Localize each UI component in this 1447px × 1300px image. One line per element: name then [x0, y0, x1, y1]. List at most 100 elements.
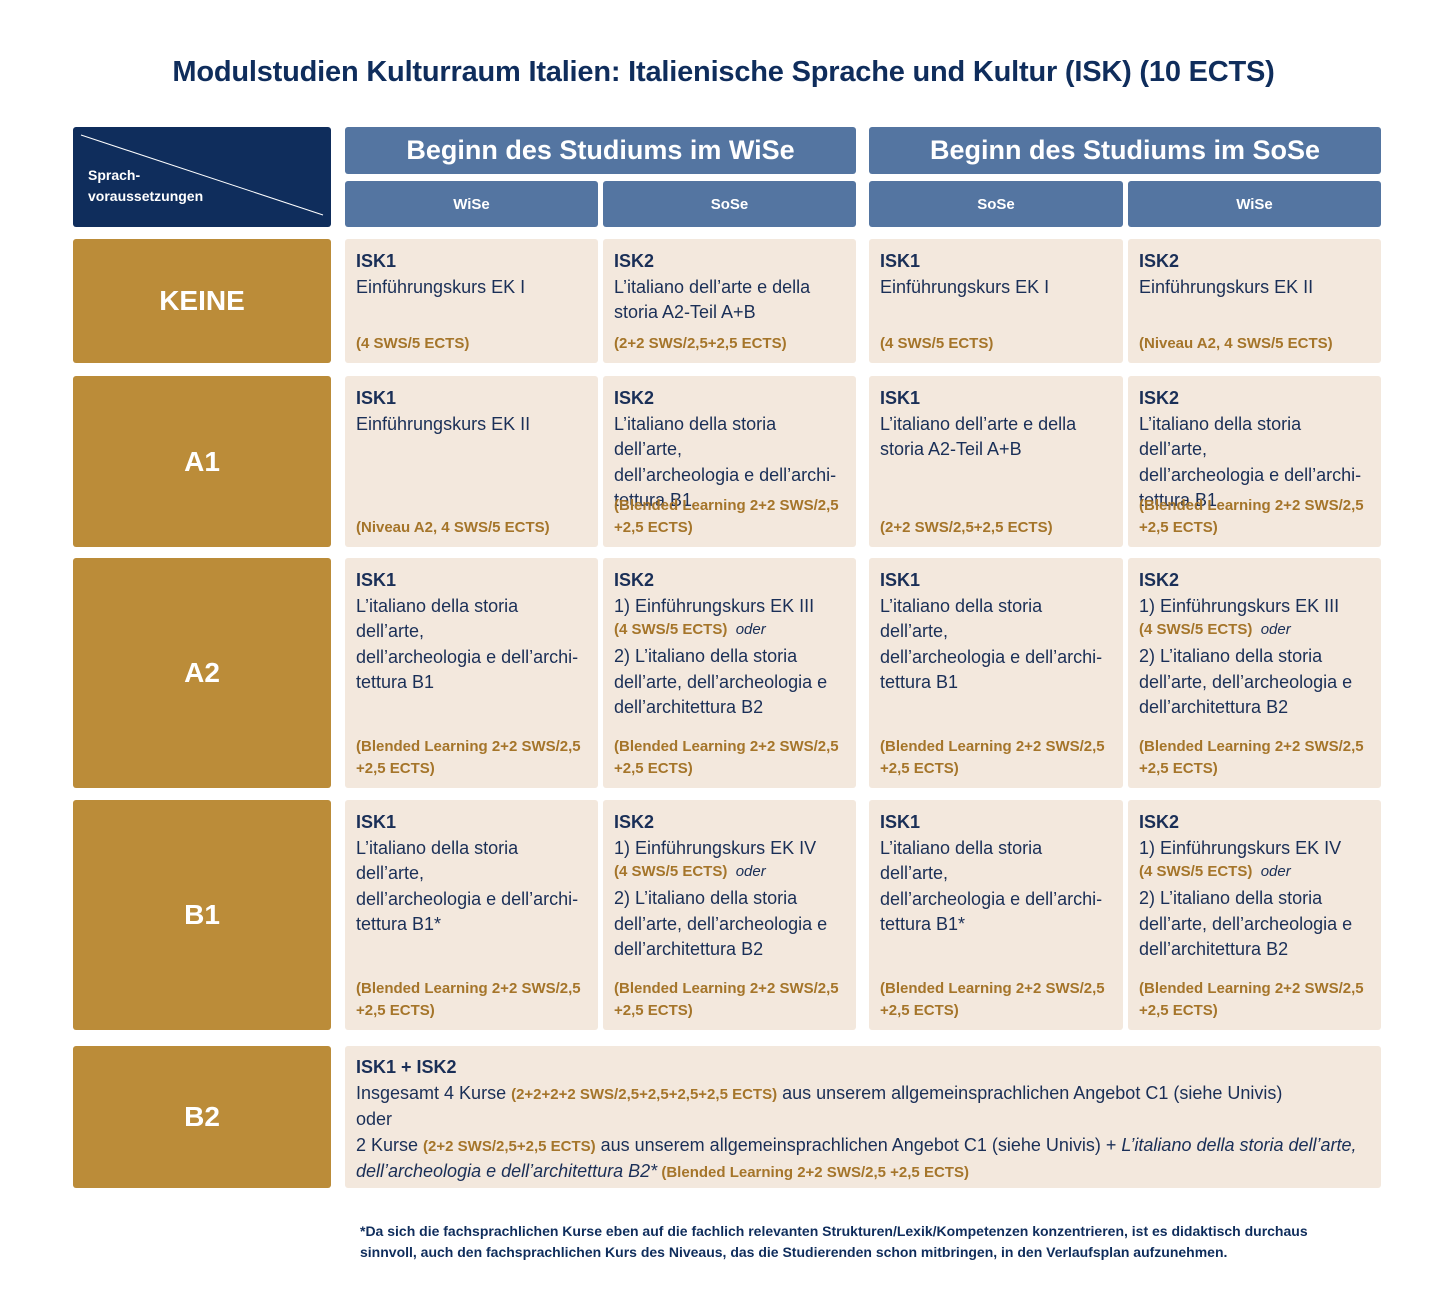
module-code: ISK1 [356, 251, 397, 271]
course-cell: ISK2 L’italiano della storia dell’arte, … [1128, 376, 1381, 547]
option-1-credits: (4 SWS/5 ECTS) oder [1139, 863, 1291, 880]
module-code: ISK2 [614, 388, 655, 408]
module-code: ISK1 [880, 570, 921, 590]
course-option-1: 1) Einführungskurs EK III [1139, 595, 1340, 616]
subheader-wise-2: WiSe [1128, 181, 1381, 227]
course-option-1: 1) Einführungskurs EK IV [1139, 837, 1342, 858]
course-title: L’italiano della storia dell’arte, [1139, 413, 1302, 460]
course-title: tettura B1* [880, 914, 966, 934]
course-title: storia A2-Teil A+B [880, 439, 1022, 459]
level-keine: KEINE [73, 239, 331, 363]
course-title: tettura B1 [1139, 490, 1218, 510]
course-title: L’italiano dell’arte e della [880, 413, 1077, 434]
course-title: Einführungskurs EK I [880, 276, 1050, 297]
b2-option-2: 2 Kurse (2+2 SWS/2,5+2,5 ECTS) aus unser… [356, 1134, 1357, 1155]
level-a1: A1 [73, 376, 331, 547]
credits: (Niveau A2, 4 SWS/5 ECTS) [1139, 335, 1333, 352]
course-option-2: 2) L’italiano della storia [614, 646, 798, 666]
course-title: storia A2-Teil A+B [614, 302, 756, 322]
module-code: ISK1 [880, 251, 921, 271]
credits: (Blended Learning 2+2 SWS/2,5 +2,5 ECTS) [1139, 738, 1364, 777]
b2-option-1: Insgesamt 4 Kurse (2+2+2+2 SWS/2,5+2,5+2… [356, 1082, 1283, 1103]
credits: (4 SWS/5 ECTS) [880, 335, 994, 352]
course-title: tettura B1 [614, 490, 693, 510]
course-title: dell’archeologia e dell’archi- [614, 464, 837, 485]
level-b2: B2 [73, 1046, 331, 1188]
module-code: ISK1 [356, 388, 397, 408]
course-title: dell’archeologia e dell’archi- [1139, 464, 1362, 485]
corner-header: Sprach- voraussetzungen [73, 127, 331, 227]
course-title: tettura B1* [356, 914, 442, 934]
course-title: L’italiano della storia dell’arte, [356, 837, 519, 884]
module-code: ISK1 [880, 812, 921, 832]
b2-course-cell: ISK1 + ISK2 Insgesamt 4 Kurse (2+2+2+2 S… [345, 1046, 1381, 1188]
module-code: ISK1 [356, 812, 397, 832]
course-cell: ISK2 1) Einführungskurs EK III (4 SWS/5 … [603, 558, 856, 788]
module-code: ISK2 [1139, 388, 1180, 408]
option-1-credits: (4 SWS/5 ECTS) oder [614, 621, 766, 638]
course-cell: ISK2 1) Einführungskurs EK III (4 SWS/5 … [1128, 558, 1381, 788]
module-code: ISK2 [614, 812, 655, 832]
course-title: L’italiano dell’arte e della [614, 276, 811, 297]
course-option-2: dell’arte, dell’archeologia e [1139, 913, 1353, 934]
course-cell: ISK2 1) Einführungskurs EK IV (4 SWS/5 E… [603, 800, 856, 1030]
course-cell: ISK1 L’italiano dell’arte e della storia… [869, 376, 1123, 547]
module-code: ISK2 [1139, 812, 1180, 832]
course-cell: ISK2 L’italiano dell’arte e della storia… [603, 239, 856, 363]
subheader-sose-1: SoSe [603, 181, 856, 227]
credits: (Blended Learning 2+2 SWS/2,5 +2,5 ECTS) [356, 980, 581, 1019]
course-option-2: 2) L’italiano della storia [1139, 888, 1323, 908]
credits: (4 SWS/5 ECTS) [356, 335, 470, 352]
course-option-1: 1) Einführungskurs EK IV [614, 837, 817, 858]
credits: (Blended Learning 2+2 SWS/2,5 +2,5 ECTS) [356, 738, 581, 777]
diagonal-divider [80, 134, 324, 216]
module-code: ISK2 [614, 251, 655, 271]
course-title: L’italiano della storia dell’arte, [880, 595, 1043, 642]
credits: (Blended Learning 2+2 SWS/2,5 +2,5 ECTS) [880, 980, 1105, 1019]
module-code: ISK1 [880, 388, 921, 408]
b2-option-2-cont: dell’archeologia e dell’architettura B2*… [356, 1161, 969, 1181]
course-title: tettura B1 [356, 672, 435, 692]
course-cell: ISK1 Einführungskurs EK I (4 SWS/5 ECTS) [345, 239, 598, 363]
subheader-sose-2: SoSe [869, 181, 1123, 227]
credits: (Blended Learning 2+2 SWS/2,5 +2,5 ECTS) [1139, 980, 1364, 1019]
course-option-1: 1) Einführungskurs EK III [614, 595, 815, 616]
course-title: L’italiano della storia dell’arte, [356, 595, 519, 642]
course-option-2: dell’architettura B2 [1139, 939, 1289, 959]
subheader-wise-1: WiSe [345, 181, 598, 227]
course-option-2: dell’arte, dell’archeologia e [1139, 671, 1353, 692]
module-code: ISK2 [1139, 251, 1180, 271]
level-b1: B1 [73, 800, 331, 1030]
header-start-sose: Beginn des Studiums im SoSe [869, 127, 1381, 174]
credits: (2+2 SWS/2,5+2,5 ECTS) [614, 335, 787, 352]
course-option-2: 2) L’italiano della storia [1139, 646, 1323, 666]
credits: (Blended Learning 2+2 SWS/2,5 +2,5 ECTS) [614, 980, 839, 1019]
course-title: dell’archeologia e dell’archi- [880, 888, 1103, 909]
course-cell: ISK1 L’italiano della storia dell’arte, … [345, 800, 598, 1030]
credits: (Blended Learning 2+2 SWS/2,5 +2,5 ECTS) [614, 738, 839, 777]
page-title: Modulstudien Kulturraum Italien: Italien… [172, 56, 1275, 88]
course-option-2: dell’architettura B2 [614, 939, 764, 959]
course-cell: ISK1 L’italiano della storia dell’arte, … [869, 558, 1123, 788]
module-code: ISK2 [1139, 570, 1180, 590]
credits: (Niveau A2, 4 SWS/5 ECTS) [356, 519, 550, 536]
credits: (Blended Learning 2+2 SWS/2,5 +2,5 ECTS) [1139, 497, 1364, 536]
course-title: Einführungskurs EK II [356, 413, 531, 434]
course-option-2: dell’arte, dell’archeologia e [614, 671, 828, 692]
course-title: tettura B1 [880, 672, 959, 692]
option-1-credits: (4 SWS/5 ECTS) oder [1139, 621, 1291, 638]
course-cell: ISK2 Einführungskurs EK II (Niveau A2, 4… [1128, 239, 1381, 363]
credits: (2+2 SWS/2,5+2,5 ECTS) [880, 519, 1053, 536]
credits: (Blended Learning 2+2 SWS/2,5 +2,5 ECTS) [880, 738, 1105, 777]
footnote: *Da sich die fachsprachlichen Kurse eben… [360, 1223, 1308, 1260]
course-cell: ISK1 Einführungskurs EK I (4 SWS/5 ECTS) [869, 239, 1123, 363]
course-cell: ISK1 L’italiano della storia dell’arte, … [869, 800, 1123, 1030]
course-title: Einführungskurs EK I [356, 276, 526, 297]
b2-oder: oder [356, 1109, 393, 1129]
language-prerequisites-label: Sprach- voraussetzungen [88, 167, 204, 204]
course-title: Einführungskurs EK II [1139, 276, 1314, 297]
course-cell: ISK2 1) Einführungskurs EK IV (4 SWS/5 E… [1128, 800, 1381, 1030]
course-title: dell’archeologia e dell’archi- [356, 888, 579, 909]
module-code: ISK1 + ISK2 [356, 1057, 457, 1077]
option-1-credits: (4 SWS/5 ECTS) oder [614, 863, 766, 880]
